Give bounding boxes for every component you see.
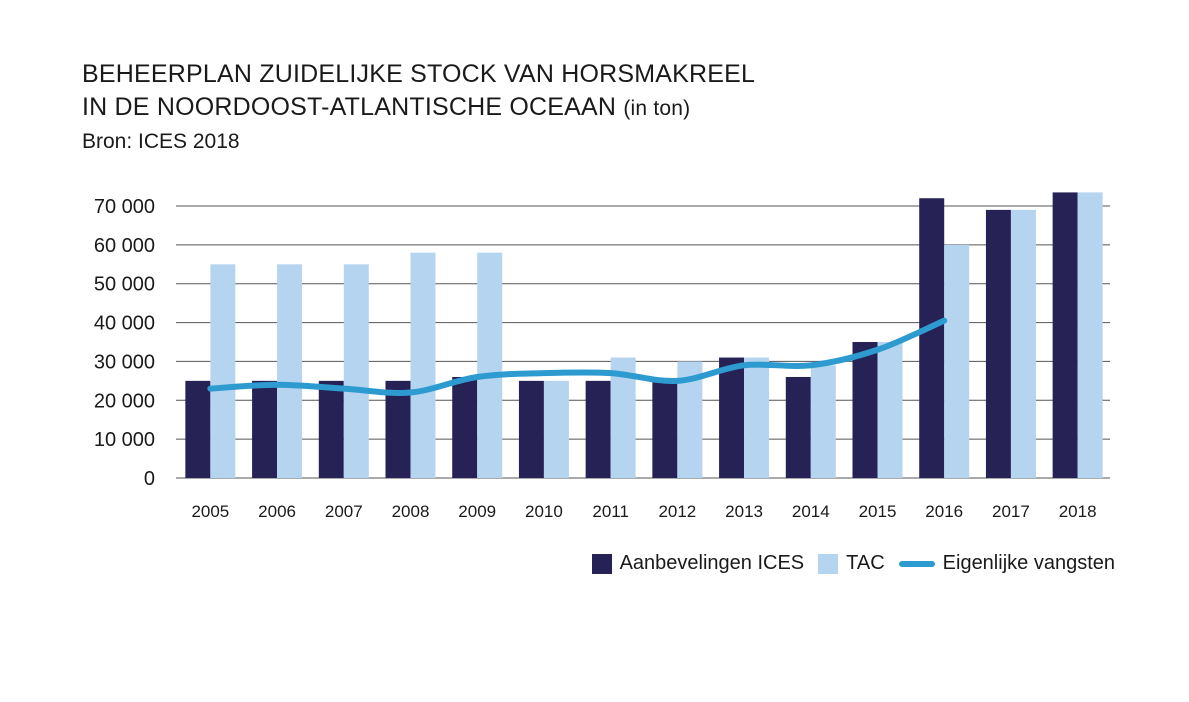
legend-label-ices: Aanbevelingen ICES [620,552,805,575]
x-tick-label: 2017 [992,502,1030,521]
y-axis-ticks: 0 10 000 20 000 30 000 40 000 50 000 60 000 70 … [94,196,155,490]
bar-tac-2016 [944,245,969,478]
x-tick-label: 2006 [258,502,296,521]
bar-tac-2010 [544,381,569,478]
x-tick-label: 2007 [325,502,363,521]
legend-swatch-tac [818,554,838,574]
bar-tac-2013 [744,358,769,478]
x-tick-label: 2009 [458,502,496,521]
bar-tac-2009 [477,253,502,478]
legend-swatch-ices [592,554,612,574]
bar-tac-2005 [210,264,235,478]
bar-tac-2017 [1011,210,1036,478]
bar-tac-2014 [811,365,836,478]
legend-label-catch: Eigenlijke vangsten [943,552,1115,575]
bar-tac-2006 [277,264,302,478]
bar-ices-2007 [319,381,344,478]
y-tick-label: 50 000 [94,274,155,296]
bar-ices-2006 [252,381,277,478]
y-tick-label: 0 [144,468,155,490]
x-tick-label: 2013 [725,502,763,521]
bar-ices-2016 [919,198,944,478]
y-tick-label: 70 000 [94,196,155,218]
legend-label-tac: TAC [846,552,885,575]
bar-tac-2018 [1078,192,1103,478]
x-tick-label: 2012 [658,502,696,521]
x-tick-label: 2018 [1059,502,1097,521]
legend-item-ices: Aanbevelingen ICES [592,552,805,575]
bar-ices-2013 [719,358,744,478]
bar-ices-2014 [786,377,811,478]
bar-tac-2015 [878,342,903,478]
grid-lines [176,206,1110,478]
bar-ices-2018 [1053,192,1078,478]
y-tick-label: 40 000 [94,313,155,335]
legend-item-tac: TAC [818,552,885,575]
x-tick-label: 2016 [925,502,963,521]
legend-swatch-catch [899,561,935,567]
bar-ices-2010 [519,381,544,478]
bar-ices-2012 [652,381,677,478]
x-tick-label: 2008 [392,502,430,521]
legend: Aanbevelingen ICES TAC Eigenlijke vangst… [578,552,1115,575]
legend-item-catch: Eigenlijke vangsten [899,552,1115,575]
y-tick-label: 60 000 [94,235,155,257]
bar-ices-2009 [452,377,477,478]
y-tick-label: 30 000 [94,351,155,373]
x-tick-label: 2010 [525,502,563,521]
y-tick-label: 20 000 [94,390,155,412]
bar-ices-2005 [185,381,210,478]
bar-tac-2008 [411,253,436,478]
bar-ices-2015 [853,342,878,478]
y-tick-label: 10 000 [94,429,155,451]
bars [185,192,1102,478]
x-tick-label: 2015 [859,502,897,521]
x-tick-label: 2005 [191,502,229,521]
bar-ices-2011 [586,381,611,478]
x-axis-ticks: 2005 2006 2007 2008 2009 2010 2011 2012 2013 2014… [191,502,1096,521]
bar-tac-2007 [344,264,369,478]
x-tick-label: 2014 [792,502,830,521]
bar-line-chart: 0 10 000 20 000 30 000 40 000 50 000 60 000 70 … [0,0,1189,702]
bar-ices-2017 [986,210,1011,478]
x-tick-label: 2011 [592,502,629,521]
